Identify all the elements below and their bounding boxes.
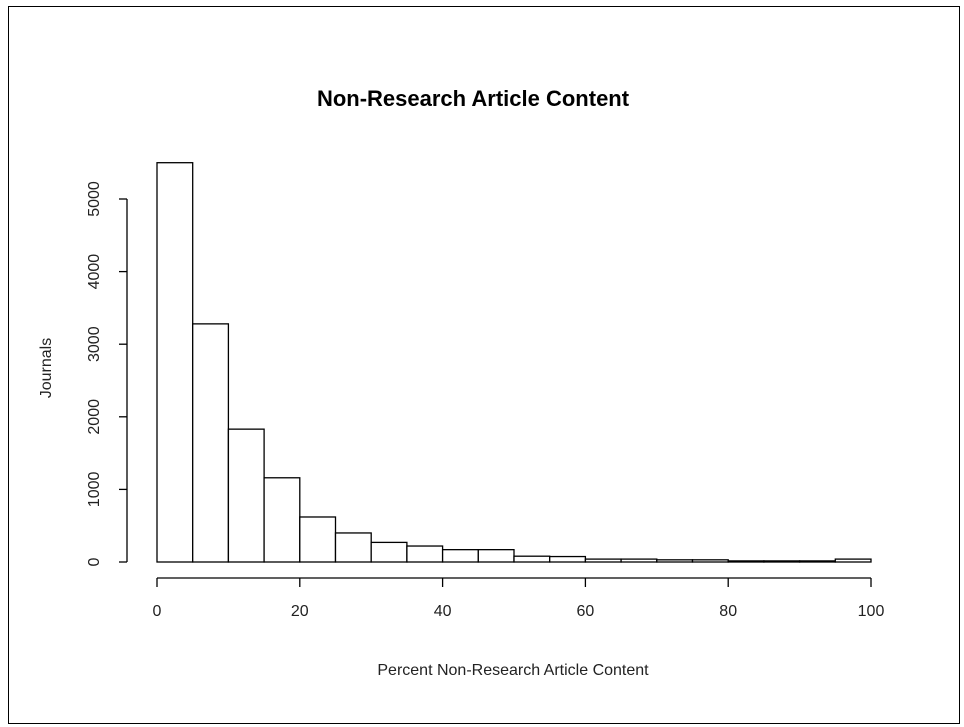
histogram-bar [691,559,729,563]
y-tick-label: 1000 [86,472,103,508]
y-axis-label: Journals [38,338,55,398]
histogram-bar [477,549,515,563]
histogram-bar [834,558,872,563]
y-tick-label: 2000 [86,399,103,435]
histogram-bar [406,545,444,563]
chart-title: Non-Research Article Content [317,86,630,111]
histogram-bar [263,477,301,563]
y-tick-label: 0 [86,557,103,566]
y-tick-label: 3000 [86,326,103,362]
x-axis: 0 20 40 60 80 100 [153,577,885,620]
histogram-bar [227,428,265,563]
histogram-bar [549,555,587,563]
x-tick-label: 0 [153,603,162,620]
histogram-bar [727,560,765,563]
y-axis: 0 1000 2000 3000 4000 5000 [86,181,128,566]
histogram-bar [441,549,479,563]
y-tick-label: 4000 [86,254,103,290]
x-tick-label: 40 [434,603,452,620]
histogram-bar [192,323,230,563]
histogram-bar [334,532,372,563]
histogram-bar [620,558,658,563]
x-axis-label: Percent Non-Research Article Content [377,662,649,679]
histogram-bar [513,555,551,563]
chart-frame: Non-Research Article Content 0 1000 2000 30… [8,6,960,724]
x-tick-label: 20 [291,603,309,620]
histogram-bar [370,541,408,563]
histogram-bar [656,559,694,563]
histogram-bar [763,560,801,563]
histogram-chart: Non-Research Article Content 01000200030… [38,86,885,679]
y-tick-label: 5000 [86,181,103,217]
histogram-bar [584,558,622,563]
x-tick-label: 100 [858,603,885,620]
histogram-bar [798,560,836,563]
histogram-bar [299,516,337,563]
histogram-bar [156,162,194,563]
x-tick-label: 80 [719,603,737,620]
bars-group [156,162,872,563]
x-tick-label: 60 [577,603,595,620]
